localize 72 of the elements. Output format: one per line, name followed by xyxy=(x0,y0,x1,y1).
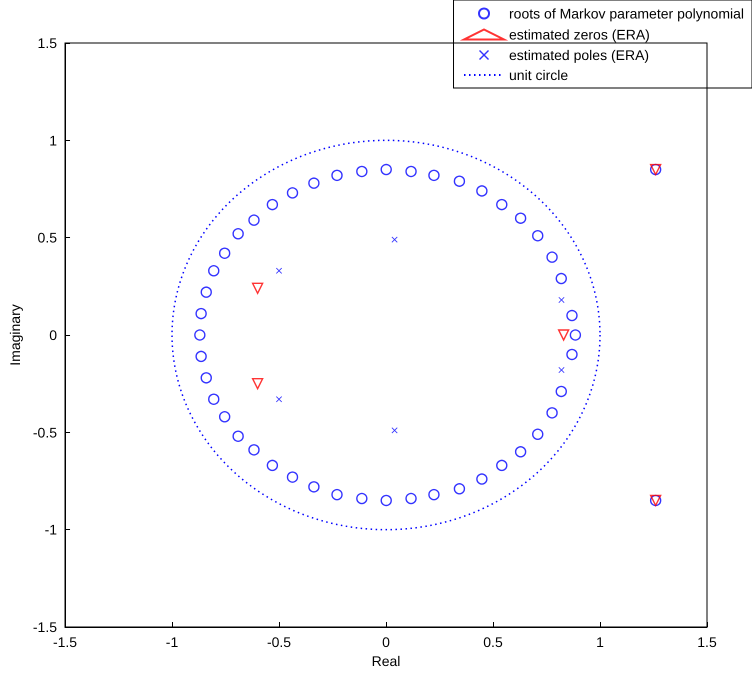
point xyxy=(232,228,244,240)
point xyxy=(208,394,220,405)
point xyxy=(286,187,298,199)
y-tick-label: 1 xyxy=(49,132,58,148)
point xyxy=(200,286,212,298)
x-tick-label: 1.5 xyxy=(697,634,717,650)
point xyxy=(514,212,526,224)
point xyxy=(248,214,260,226)
point xyxy=(200,372,212,384)
point xyxy=(232,430,244,442)
annotation: unit circle xyxy=(509,67,568,83)
point xyxy=(556,386,567,398)
y-axis-title: Imaginary xyxy=(7,304,23,366)
point xyxy=(476,473,488,485)
y-tick-label: -1 xyxy=(44,522,58,538)
y-tick-label: 1.5 xyxy=(38,35,58,51)
point xyxy=(476,185,488,197)
point xyxy=(308,481,320,493)
point xyxy=(195,308,207,320)
point xyxy=(566,310,578,322)
point xyxy=(331,488,343,500)
x-tick-label: 0 xyxy=(382,634,390,650)
point xyxy=(392,427,398,434)
y-tick-label: 0 xyxy=(49,327,58,343)
point xyxy=(532,428,544,440)
point xyxy=(570,329,582,341)
point xyxy=(308,177,320,189)
point xyxy=(195,350,207,362)
point xyxy=(454,176,466,187)
y-tick-label: -1.5 xyxy=(32,619,58,635)
legend-label: estimated zeros (ERA) xyxy=(509,26,650,42)
point xyxy=(286,471,298,483)
point xyxy=(566,348,578,360)
point xyxy=(266,198,278,210)
point xyxy=(194,329,206,341)
point xyxy=(558,329,570,341)
point xyxy=(558,367,564,374)
point xyxy=(331,170,343,182)
point xyxy=(208,265,220,276)
point xyxy=(380,164,392,176)
point xyxy=(380,494,392,506)
point xyxy=(252,378,264,390)
point xyxy=(218,411,230,422)
point xyxy=(454,483,466,494)
x-tick-label: 0.5 xyxy=(483,634,503,650)
legend-label: roots of Markov parameter polynomial xyxy=(509,6,744,22)
point xyxy=(428,488,440,500)
point xyxy=(546,407,558,419)
point xyxy=(428,170,440,182)
point xyxy=(556,272,567,284)
point xyxy=(392,236,398,243)
x-tick-label: 1 xyxy=(596,634,604,650)
point xyxy=(496,198,508,210)
point xyxy=(558,296,564,303)
point xyxy=(248,444,260,456)
point xyxy=(356,166,368,178)
y-tick-label: -0.5 xyxy=(32,424,58,440)
point xyxy=(496,460,508,472)
y-tick-label: 0.5 xyxy=(38,230,58,246)
point xyxy=(266,460,278,472)
x-axis-title: Real xyxy=(372,652,400,669)
point xyxy=(218,248,230,259)
point xyxy=(252,282,264,294)
point xyxy=(356,492,368,504)
point xyxy=(546,251,558,263)
x-tick-label: -1 xyxy=(166,634,178,650)
x-tick-label: -0.5 xyxy=(266,634,292,650)
point xyxy=(405,492,417,504)
legend-label: estimated poles (ERA) xyxy=(509,47,650,63)
point xyxy=(514,446,526,458)
point xyxy=(532,230,544,242)
point xyxy=(405,166,417,178)
